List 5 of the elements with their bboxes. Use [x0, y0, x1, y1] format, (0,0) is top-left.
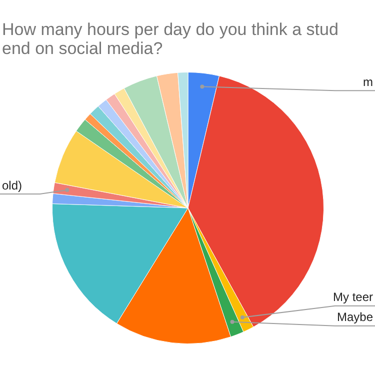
slice-label: m	[363, 74, 373, 89]
chart-title: How many hours per day do you think a stud end on social media?	[2, 20, 338, 58]
slice-label: old)	[2, 178, 22, 192]
slice-label: My teer	[332, 290, 373, 304]
slice-label: Maybe	[336, 310, 374, 324]
